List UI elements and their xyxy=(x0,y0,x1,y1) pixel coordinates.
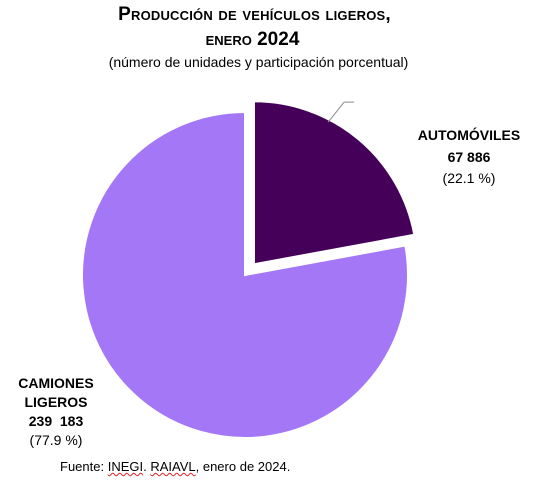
label-camiones-percent: (77.9 %) xyxy=(30,432,83,448)
label-camiones-name-2: LIGEROS xyxy=(24,394,87,410)
pie-slices xyxy=(81,100,416,439)
source-org-inegi: INEGI xyxy=(107,459,144,474)
source-separator: . xyxy=(143,459,151,474)
leader-lines xyxy=(327,101,355,123)
label-automoviles-name: AUTOMÓVILES xyxy=(418,126,520,143)
chart-title-line-1: Producción de vehículos ligeros, xyxy=(118,4,391,25)
label-camiones-name-1: CAMIONES xyxy=(18,375,93,391)
data-labels: AUTOMÓVILES 67 886 (22.1 %) CAMIONES LIG… xyxy=(18,126,520,448)
pie-slice-camiones-ligeros xyxy=(81,110,409,439)
pie-slice-automoviles xyxy=(252,100,416,266)
source-org-raiavl: RAIAVL xyxy=(150,459,196,474)
source-note: Fuente: INEGI. RAIAVL, enero de 2024. xyxy=(60,459,290,474)
chart-subtitle: (número de unidades y participación porc… xyxy=(108,54,409,70)
source-prefix: Fuente: xyxy=(60,459,108,474)
chart-title-line-2: enero 2024 xyxy=(205,29,300,50)
label-automoviles-percent: (22.1 %) xyxy=(443,170,496,186)
label-camiones-value: 239 183 xyxy=(29,413,84,429)
leader-line-automoviles xyxy=(327,101,355,123)
label-automoviles-value: 67 886 xyxy=(448,149,491,165)
source-suffix: , enero de 2024. xyxy=(195,459,291,474)
